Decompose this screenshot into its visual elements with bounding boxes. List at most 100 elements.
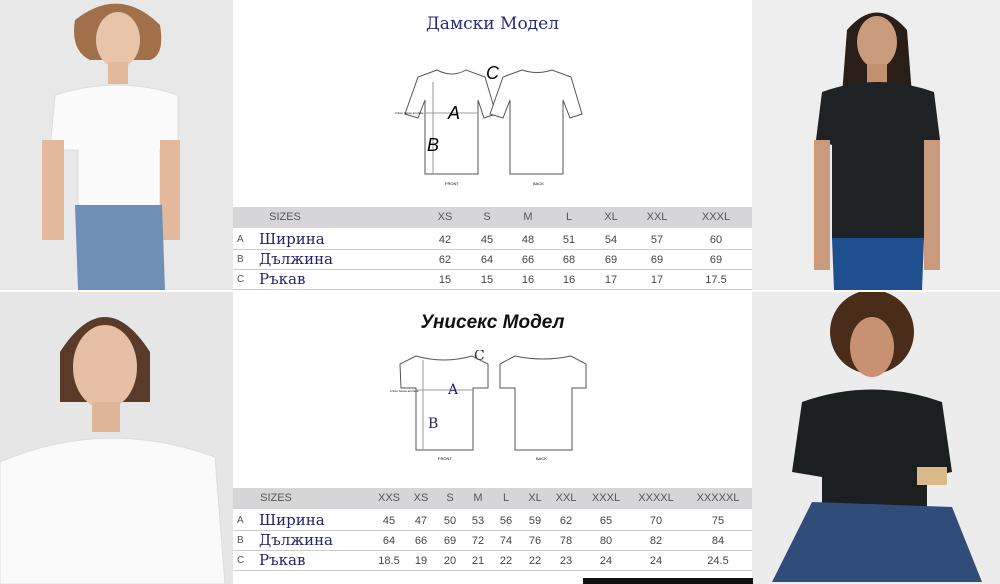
table-row: C Ръкав 18.5 19 20 21 22 22 23 24 24 24.5 — [233, 551, 752, 571]
row-letter: A — [237, 515, 244, 526]
table-cell: 69 — [604, 254, 618, 266]
front-label: FRONT — [438, 456, 452, 461]
table-cell: 15 — [480, 274, 494, 286]
table-cell: 22 — [499, 555, 513, 567]
table-cell: 53 — [471, 515, 485, 527]
measure-label-b: B — [428, 416, 438, 432]
table-cell: 45 — [480, 234, 494, 246]
table-cell: 50 — [443, 515, 457, 527]
table-cell: 62 — [438, 254, 452, 266]
size-header-m: M — [523, 211, 533, 223]
table-cell: 48 — [521, 234, 535, 246]
table-cell: 15 — [438, 274, 452, 286]
table-cell: 16 — [562, 274, 576, 286]
row-name: Дължина — [259, 531, 334, 549]
size-header-xxxxl: XXXXL — [638, 492, 674, 504]
tshirt-diagram-womens: A B C 2.5cm below armhole FRONT BACK — [395, 63, 583, 186]
table-cell: 17.5 — [705, 274, 727, 286]
table-cell: 64 — [480, 254, 494, 266]
table-cell: 82 — [649, 535, 663, 547]
row-name: Ръкав — [259, 270, 306, 288]
tshirt-diagram-unisex: A B C 2.5cm below armhole FRONT BACK — [390, 350, 587, 461]
table-cell: 69 — [650, 254, 664, 266]
size-header-s: S — [483, 211, 491, 223]
measure-label-a: A — [447, 382, 459, 398]
size-header-xl: XL — [604, 211, 618, 223]
note-text: 2.5cm below armhole — [395, 111, 424, 115]
table-cell: 22 — [528, 555, 542, 567]
row-name: Дължина — [259, 250, 334, 268]
row-letter: B — [237, 254, 244, 265]
size-header-row: SIZES XXS XS S M L XL XXL XXXL XXXXL XXXXXL — [233, 488, 752, 509]
size-header-s: S — [446, 492, 454, 504]
size-header-row: SIZES XS S M L XL XXL XXXL — [233, 207, 752, 228]
table-cell: 51 — [562, 234, 576, 246]
size-header-xxxxxl: XXXXXL — [696, 492, 740, 504]
row-name: Ширина — [259, 230, 325, 248]
unisex-chart-title: Унисекс Модел — [420, 312, 565, 333]
table-cell: 62 — [559, 515, 573, 527]
sizes-label: SIZES — [260, 492, 292, 504]
table-cell: 68 — [562, 254, 576, 266]
table-cell: 69 — [443, 535, 457, 547]
size-header-l: L — [565, 211, 573, 223]
table-cell: 20 — [443, 555, 457, 567]
womens-chart-title: Дамски Модел — [425, 14, 560, 34]
row-letter: C — [237, 555, 245, 566]
size-header-xl: XL — [528, 492, 542, 504]
size-header-xxl: XXL — [555, 492, 577, 504]
table-cell: 16 — [521, 274, 535, 286]
table-row: A Ширина 45 47 50 53 56 59 62 65 70 75 — [233, 511, 752, 531]
table-cell: 57 — [650, 234, 664, 246]
back-label: BACK — [536, 456, 547, 461]
row-letter: A — [237, 234, 244, 245]
black-bar — [583, 578, 753, 584]
table-cell: 24 — [599, 555, 613, 567]
unisex-size-chart: Унисекс Модел A B C 2.5cm below armhole … — [233, 292, 752, 584]
table-cell: 47 — [414, 515, 428, 527]
table-cell: 19 — [414, 555, 428, 567]
size-header-l: L — [502, 492, 510, 504]
table-cell: 60 — [709, 234, 723, 246]
table-cell: 84 — [711, 535, 725, 547]
back-label: BACK — [533, 181, 544, 186]
womens-size-chart: Дамски Модел A B C 2.5cm below armhole F… — [233, 0, 752, 291]
table-cell: 70 — [649, 515, 663, 527]
table-cell: 23 — [559, 555, 573, 567]
size-header-xxl: XXL — [646, 211, 668, 223]
table-cell: 75 — [711, 515, 725, 527]
table-cell: 17 — [604, 274, 618, 286]
row-name: Ръкав — [259, 551, 306, 569]
womens-size-table: SIZES XS S M L XL XXL XXXL A Ширина 42 45 48 51 54 57 60… — [233, 207, 752, 291]
size-header-xxxl: XXXL — [591, 492, 621, 504]
measure-label-c: C — [486, 63, 500, 83]
table-cell: 64 — [382, 535, 396, 547]
table-cell: 59 — [528, 515, 542, 527]
table-cell: 66 — [521, 254, 535, 266]
size-header-xxxl: XXXL — [701, 211, 731, 223]
table-cell: 69 — [709, 254, 723, 266]
model-photo-black-tshirt-man — [752, 292, 1000, 584]
note-text: 2.5cm below armhole — [390, 389, 419, 393]
table-row: B Дължина 64 66 69 72 74 76 78 80 82 84 — [233, 531, 752, 551]
row-name: Ширина — [259, 511, 325, 529]
table-cell: 21 — [471, 555, 485, 567]
front-label: FRONT — [445, 181, 459, 186]
table-row: B Дължина 62 64 66 68 69 69 69 — [233, 250, 752, 270]
table-cell: 18.5 — [378, 555, 400, 567]
table-cell: 72 — [471, 535, 485, 547]
table-cell: 76 — [528, 535, 542, 547]
table-cell: 17 — [650, 274, 664, 286]
table-cell: 24 — [649, 555, 663, 567]
model-photo-white-tshirt-woman-2 — [0, 292, 233, 584]
measure-label-b: B — [427, 135, 439, 155]
table-cell: 78 — [559, 535, 573, 547]
table-row: C Ръкав 15 15 16 16 17 17 17.5 — [233, 270, 752, 290]
size-header-xs: XS — [413, 492, 429, 504]
unisex-size-table: SIZES XXS XS S M L XL XXL XXXL XXXXL XXXXXL A Ширина… — [233, 488, 752, 572]
table-row: A Ширина 42 45 48 51 54 57 60 — [233, 230, 752, 250]
measure-label-c: C — [474, 350, 485, 364]
table-cell: 65 — [599, 515, 613, 527]
table-cell: 54 — [604, 234, 618, 246]
row-letter: B — [237, 535, 244, 546]
